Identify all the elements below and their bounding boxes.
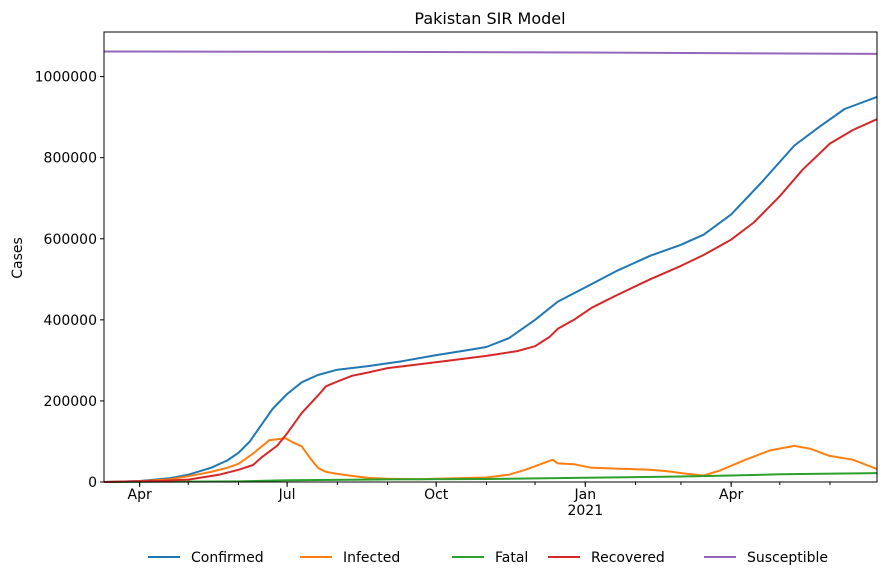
series-line-recovered bbox=[103, 118, 878, 483]
series-line-infected bbox=[103, 437, 878, 483]
legend-label-susceptible: Susceptible bbox=[747, 550, 828, 566]
y-tick-label: 200000 bbox=[44, 394, 97, 410]
axis-layer: 0 200000 400000 600000 800000 1000000 Apr Jul Oc… bbox=[35, 70, 831, 519]
legend-label-infected: Infected bbox=[343, 550, 400, 566]
y-tick-label: 600000 bbox=[44, 232, 97, 248]
chart-title: Pakistan SIR Model bbox=[414, 9, 565, 28]
series-line-confirmed bbox=[103, 95, 878, 483]
x-tick-label: Jan bbox=[574, 487, 597, 503]
x-tick-sublabel: 2021 bbox=[567, 503, 603, 519]
plot-frame bbox=[103, 31, 878, 483]
y-tick-label: 400000 bbox=[44, 313, 97, 329]
x-tick-label: Jul bbox=[278, 487, 296, 503]
legend-label-fatal: Fatal bbox=[495, 550, 528, 566]
series-layer bbox=[103, 50, 878, 483]
series-line-susceptible bbox=[103, 50, 878, 55]
x-tick-label: Oct bbox=[424, 487, 449, 503]
series-line-fatal bbox=[103, 472, 878, 483]
y-tick-label: 800000 bbox=[44, 151, 97, 167]
legend-label-recovered: Recovered bbox=[591, 550, 665, 566]
y-tick-label: 1000000 bbox=[35, 70, 97, 86]
y-tick-label: 0 bbox=[88, 475, 97, 491]
legend: Confirmed Infected Fatal Recovered Susceptib… bbox=[148, 550, 828, 566]
y-axis-label: Cases bbox=[10, 237, 26, 279]
x-tick-label: Apr bbox=[719, 487, 743, 503]
x-tick-label: Apr bbox=[128, 487, 152, 503]
legend-label-confirmed: Confirmed bbox=[191, 550, 264, 566]
